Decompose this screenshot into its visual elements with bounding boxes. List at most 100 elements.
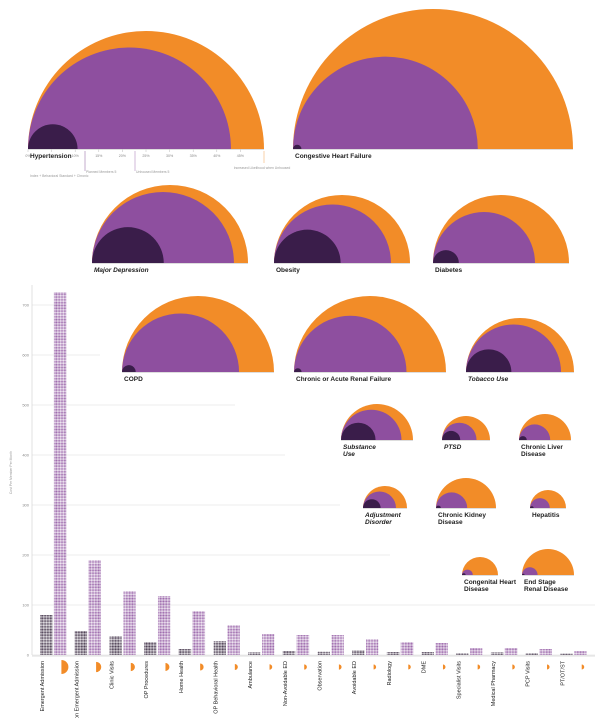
bar-group: OP Procedures	[144, 596, 171, 699]
bar-mark	[248, 652, 261, 655]
bar-group: PCP Visits	[525, 649, 552, 687]
panel-title: Substance Use	[343, 444, 376, 458]
y-tick-label: 600	[22, 352, 29, 357]
panel-title: End Stage Renal Disease	[524, 579, 568, 593]
panel: Tobacco Use	[465, 318, 574, 383]
bar-dots	[282, 651, 296, 655]
x-tick-label: DME	[422, 661, 428, 674]
bar-group: Medical Pharmacy	[490, 648, 518, 706]
bar-group: Emergent Admission	[40, 292, 69, 711]
increase-indicator	[442, 664, 446, 670]
increase-indicator	[165, 663, 170, 671]
dark-semicircle	[433, 250, 459, 263]
bar-dots	[539, 649, 552, 655]
panel: Diabetes	[433, 195, 569, 274]
bar-mark	[331, 635, 344, 655]
x-tick-label: PT/OT/ST	[560, 660, 566, 685]
panel-title: Major Depression	[94, 267, 149, 274]
bar-mark	[490, 652, 504, 655]
panel-title: Hepatitis	[532, 512, 560, 519]
panel: Adjustment Disorder	[363, 486, 407, 526]
y-tick-label: 500	[22, 402, 29, 407]
panel-title: Adjustment Disorder	[364, 512, 402, 526]
panel-title-line: Disease	[464, 586, 489, 593]
purple-semicircle	[294, 315, 407, 372]
bar-dots	[317, 651, 330, 655]
bar-mark	[470, 648, 483, 655]
bar-mark	[123, 591, 136, 655]
axis-tick-label: 0%	[25, 154, 31, 158]
legend-index: Index + Behavioral Standard + Chronic	[30, 174, 89, 178]
axis-tick-label: 10%	[72, 154, 80, 158]
bar-dots	[262, 634, 275, 655]
increase-indicator	[408, 664, 411, 670]
panel: Congenital Heart Disease	[462, 557, 517, 593]
dark-semicircle	[442, 430, 461, 440]
x-tick-label: Emergent Admission	[40, 661, 46, 711]
panel-title-line: Use	[343, 451, 355, 458]
bar-mark	[456, 653, 469, 655]
bar-dots	[157, 596, 171, 655]
bar-dots	[435, 643, 448, 655]
bar-dots	[40, 615, 53, 655]
panel: Chronic or Acute Renal Failure	[294, 296, 446, 383]
y-tick-label: 100	[22, 602, 29, 607]
bar-group: DME	[421, 643, 448, 674]
x-tick-label: OP Procedures	[144, 661, 150, 699]
bar-group: Specialist Visits	[456, 648, 483, 699]
bar-mark	[386, 652, 400, 655]
legend-increase: Increased Likelihood when Unhoused	[234, 166, 291, 170]
purple-semicircle	[522, 567, 538, 575]
increase-indicator	[234, 664, 238, 670]
x-tick-label: Medical Pharmacy	[491, 661, 497, 706]
bar-dots	[144, 642, 157, 655]
bar-dots	[178, 649, 192, 655]
bar-dots	[74, 631, 88, 655]
y-tick-label: 200	[22, 552, 29, 557]
dark-semicircle	[341, 422, 376, 440]
purple-semicircle	[519, 424, 551, 440]
bar-dots	[421, 652, 434, 655]
purple-semicircle	[293, 56, 478, 150]
dark-semicircle	[519, 436, 527, 440]
increase-indicator	[512, 664, 515, 670]
panel-title-line: Substance	[343, 444, 376, 451]
increase-indicator	[304, 664, 307, 670]
purple-semicircle	[28, 47, 231, 149]
panel-title: Tobacco Use	[468, 376, 509, 383]
dark-semicircle	[293, 144, 302, 149]
purple-semicircle	[433, 212, 535, 263]
bar-dots	[456, 653, 469, 655]
bar-group: Ambulance	[248, 634, 275, 689]
bar-mark	[539, 649, 552, 655]
x-tick-label: Avoidable ED	[352, 661, 358, 694]
increase-indicator	[547, 664, 550, 670]
bar-dots	[470, 648, 483, 655]
x-tick-label: Ambulance	[248, 661, 254, 689]
panel-title: Chronic Kidney Disease	[438, 512, 486, 526]
legend-unhoused: Unhoused Members 5	[136, 170, 169, 174]
axis-tick-label: 15%	[95, 154, 103, 158]
panel-title-line: End Stage	[524, 579, 556, 586]
bar-dots	[248, 652, 261, 655]
panel-title: Congenital Heart Disease	[464, 579, 517, 593]
increase-indicator	[61, 660, 69, 674]
axis-tick-label: 5%	[49, 154, 55, 158]
dark-semicircle	[274, 229, 341, 263]
bar-dots	[386, 652, 400, 655]
semicircle-panels: Hypertension Congestive Heart Failure Majo…	[25, 9, 574, 593]
panel: PTSD	[442, 416, 490, 451]
bar-group: Home Health	[178, 611, 206, 693]
bar-mark	[282, 651, 296, 655]
bar-group: PT/OT/ST	[560, 651, 587, 686]
dark-semicircle	[436, 505, 441, 508]
axis-tick-label: 45%	[237, 154, 245, 158]
x-tick-label: Clinic Visits	[109, 661, 115, 689]
bar-dots	[525, 653, 539, 655]
bar-mark	[74, 631, 88, 655]
x-tick-label: Radiology	[387, 661, 393, 686]
bar-mark	[366, 639, 379, 655]
axis-tick-label: 35%	[190, 154, 198, 158]
panel-title: Chronic Liver Disease	[521, 444, 563, 458]
x-tick-label: Non Emergent Admission	[75, 661, 81, 718]
